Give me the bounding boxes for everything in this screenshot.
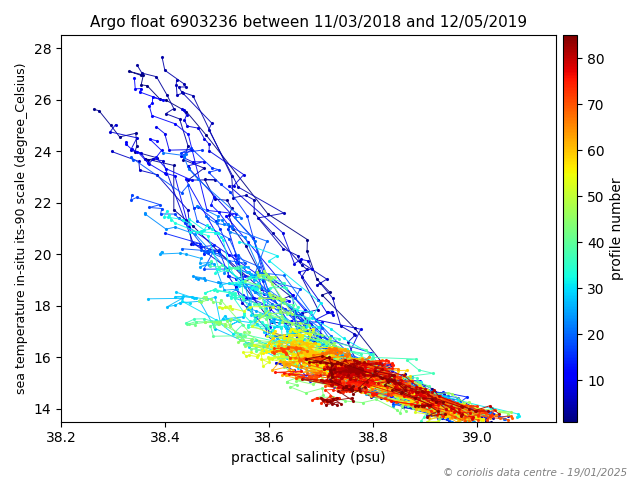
Y-axis label: sea temperature in-situ its-90 scale (degree_Celsius): sea temperature in-situ its-90 scale (de… (15, 63, 28, 394)
Text: © coriolis data centre - 19/01/2025: © coriolis data centre - 19/01/2025 (443, 468, 627, 478)
Title: Argo float 6903236 between 11/03/2018 and 12/05/2019: Argo float 6903236 between 11/03/2018 an… (90, 15, 527, 30)
X-axis label: practical salinity (psu): practical salinity (psu) (231, 451, 386, 465)
Y-axis label: profile number: profile number (610, 177, 624, 280)
